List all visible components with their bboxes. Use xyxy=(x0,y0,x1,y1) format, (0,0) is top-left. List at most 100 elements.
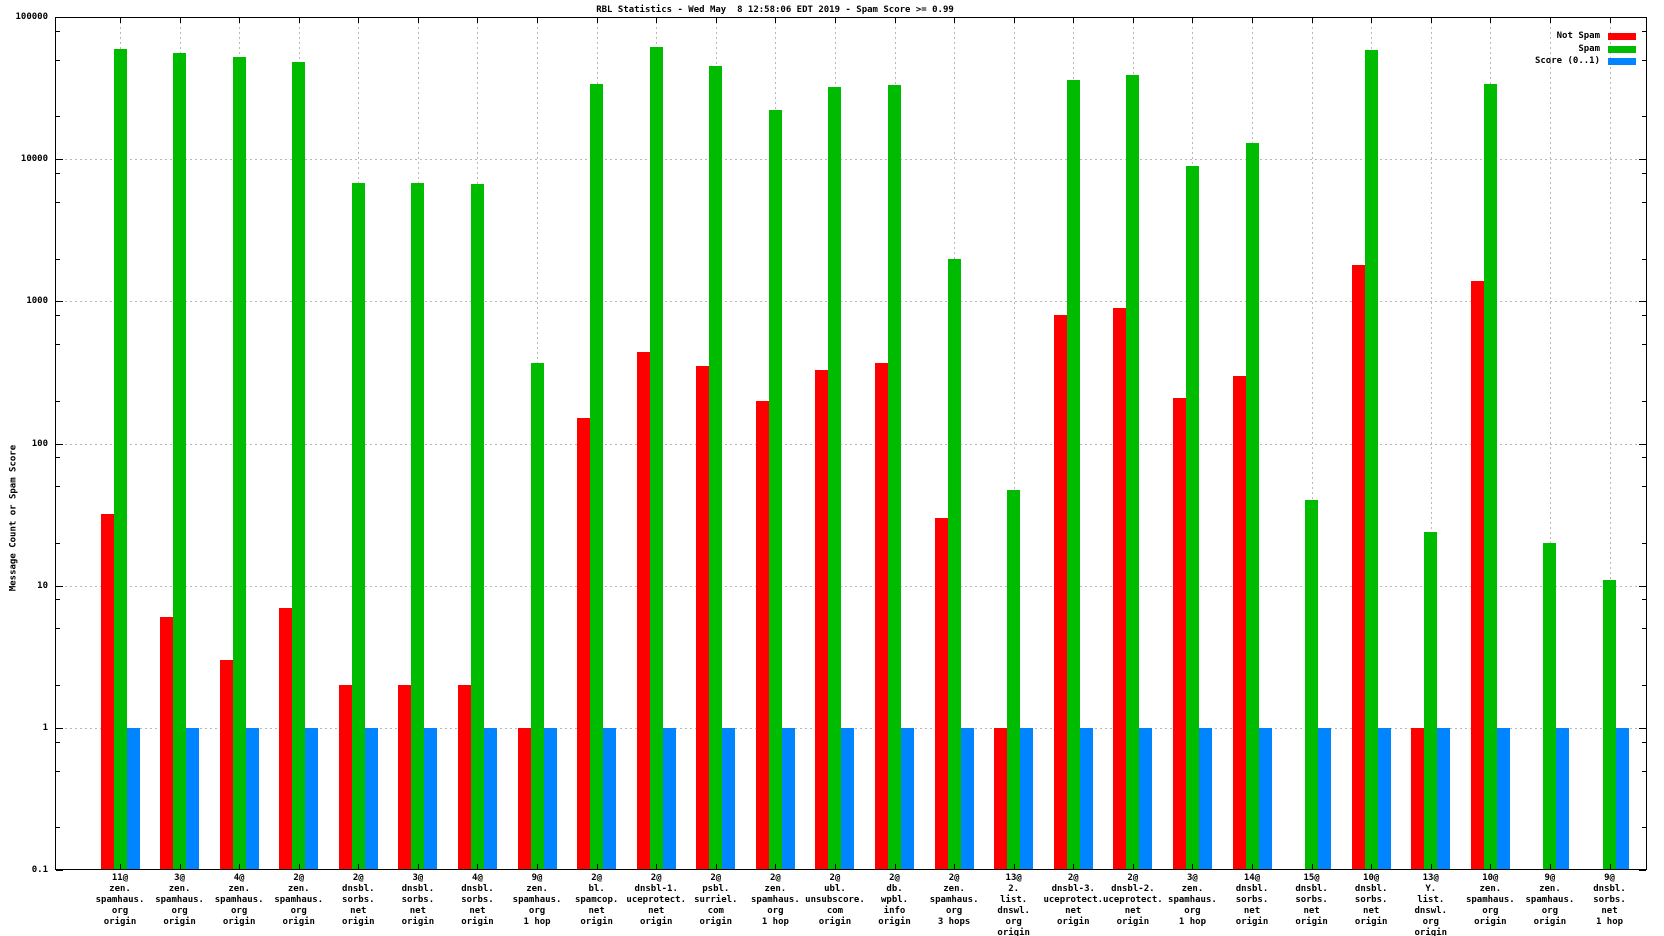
x-category-label: 15@ dnsbl. sorbs. net origin xyxy=(1295,873,1328,927)
x-tick-bottom xyxy=(775,864,777,869)
x-category-label: 2@ psbl. surriel. com origin xyxy=(694,873,738,927)
bar-spam xyxy=(351,182,365,870)
y-tick-left xyxy=(56,116,60,117)
x-category-label: 2@ db. wpbl. info origin xyxy=(878,873,911,927)
x-tick-bottom xyxy=(417,864,419,869)
bar-score-0-1 xyxy=(245,727,259,870)
x-tick-bottom xyxy=(1609,864,1611,869)
legend-label-spam: Spam xyxy=(1578,43,1600,54)
x-category-label: 10@ dnsbl. sorbs. net origin xyxy=(1354,873,1388,927)
y-tick-label: 0.1 xyxy=(31,865,48,875)
x-tick-top xyxy=(120,18,121,23)
y-tick-left xyxy=(56,301,63,302)
x-category-label: 2@ bl. spamcop. net origin xyxy=(574,873,619,927)
bar-not-spam xyxy=(577,418,591,870)
x-tick-top xyxy=(358,18,360,23)
bar-score-0-1 xyxy=(483,727,497,870)
y-gridline xyxy=(55,159,1647,160)
bar-not-spam xyxy=(279,607,293,870)
x-tick-bottom xyxy=(477,864,479,869)
bar-not-spam xyxy=(1232,375,1246,870)
y-tick-left xyxy=(56,827,60,828)
x-tick-bottom xyxy=(1371,864,1373,869)
y-tick-label: 1 xyxy=(42,723,48,733)
x-tick-top xyxy=(298,18,300,23)
y-tick-right xyxy=(1642,401,1646,402)
bar-spam xyxy=(292,62,306,870)
x-tick-bottom xyxy=(298,864,300,869)
y-tick-right xyxy=(1642,827,1646,828)
y-tick-right xyxy=(1639,870,1646,871)
bar-score-0-1 xyxy=(126,727,140,870)
bar-spam xyxy=(1066,80,1080,870)
bar-not-spam xyxy=(517,727,531,870)
bar-not-spam xyxy=(1351,265,1365,870)
bar-spam xyxy=(1305,500,1319,870)
legend-label-score-0-1: Score (0..1) xyxy=(1534,56,1600,66)
bar-spam xyxy=(649,46,663,870)
x-tick-bottom xyxy=(1132,864,1134,869)
bar-score-0-1 xyxy=(1198,727,1212,870)
bar-spam xyxy=(1185,165,1199,870)
bar-spam xyxy=(590,83,604,870)
y-gridline xyxy=(55,444,1647,445)
bar-score-0-1 xyxy=(1556,727,1570,870)
x-tick-top xyxy=(1490,18,1492,23)
y-tick-left xyxy=(56,173,60,174)
y-tick-left xyxy=(56,444,63,445)
bar-spam xyxy=(411,182,425,870)
x-category-label: 9@ dnsbl. sorbs. net 1 hop xyxy=(1593,873,1626,927)
x-category-label: 13@ 2. list. dnswl. org origin xyxy=(997,873,1030,936)
y-tick-left xyxy=(56,60,60,61)
x-tick-top xyxy=(596,18,598,23)
x-tick-top xyxy=(834,18,836,23)
x-tick-bottom xyxy=(1252,864,1254,869)
bar-not-spam xyxy=(934,517,948,870)
x-tick-top xyxy=(1252,18,1254,23)
y-tick-right xyxy=(1642,742,1646,743)
y-tick-right xyxy=(1642,116,1646,117)
y-tick-right xyxy=(1642,259,1646,260)
y-tick-right xyxy=(1639,728,1646,729)
bar-spam xyxy=(1483,83,1497,870)
bar-not-spam xyxy=(636,352,650,870)
bar-not-spam xyxy=(1470,280,1484,870)
x-tick-top xyxy=(1371,18,1373,23)
y-tick-left xyxy=(56,742,60,743)
x-category-label: 9@ zen. spamhaus. org origin xyxy=(1525,873,1575,927)
bar-score-0-1 xyxy=(1496,727,1510,870)
bar-score-0-1 xyxy=(1318,727,1332,870)
x-tick-top xyxy=(537,18,539,23)
x-tick-bottom xyxy=(954,864,956,869)
x-tick-top xyxy=(1609,18,1611,23)
y-tick-left xyxy=(56,586,63,587)
y-tick-right xyxy=(1642,599,1646,600)
y-axis-title: Message Count or Spam Score xyxy=(8,444,19,592)
x-tick-bottom xyxy=(358,864,360,869)
bar-not-spam xyxy=(755,400,769,870)
y-tick-right xyxy=(1642,344,1646,345)
x-tick-bottom xyxy=(1013,864,1015,869)
bar-spam xyxy=(1126,75,1140,870)
x-tick-bottom xyxy=(537,864,539,869)
y-tick-left xyxy=(56,202,60,203)
bar-score-0-1 xyxy=(1079,727,1093,870)
bar-not-spam xyxy=(338,685,352,870)
y-tick-right xyxy=(1642,31,1646,32)
x-tick-bottom xyxy=(596,864,598,869)
y-tick-left xyxy=(56,159,63,160)
y-tick-left xyxy=(56,401,60,402)
bar-score-0-1 xyxy=(305,727,319,870)
y-tick-left xyxy=(56,259,60,260)
x-gridline xyxy=(1311,17,1313,870)
x-tick-bottom xyxy=(1549,864,1551,869)
y-tick-left xyxy=(56,543,60,544)
x-tick-bottom xyxy=(179,864,181,869)
y-tick-left xyxy=(56,599,60,600)
x-tick-top xyxy=(417,18,419,23)
bar-not-spam xyxy=(160,617,174,870)
y-gridline xyxy=(55,586,1647,587)
bar-score-0-1 xyxy=(1437,727,1451,870)
bar-spam xyxy=(768,110,782,870)
